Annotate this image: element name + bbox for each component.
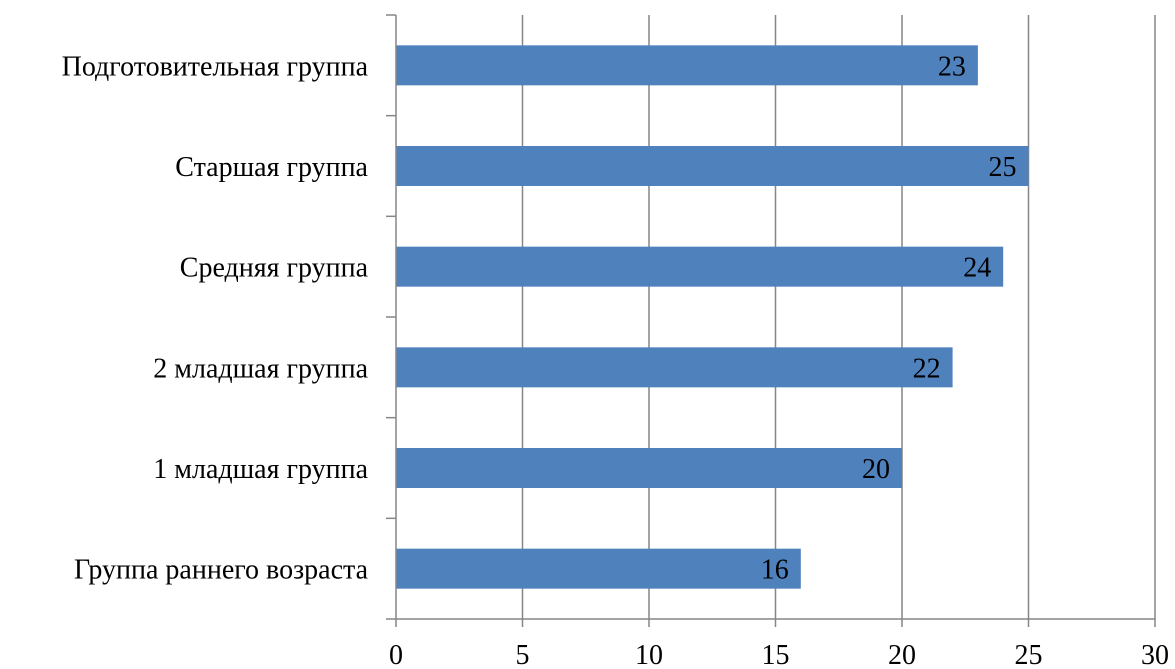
labels: 0 5 10 15 20 25 30 Группа раннего возраста 16 1 м… xyxy=(62,51,1169,669)
data-label: 20 xyxy=(862,454,890,485)
bar-3 xyxy=(396,246,1004,287)
x-tick-label: 25 xyxy=(1015,640,1043,669)
data-label: 24 xyxy=(963,253,991,284)
bar-2 xyxy=(396,347,953,388)
x-tick-label: 0 xyxy=(389,640,403,669)
data-label: 16 xyxy=(761,555,789,586)
y-category-label: Средняя группа xyxy=(180,253,369,284)
bar-0 xyxy=(396,548,801,589)
y-category-label: 2 младшая группа xyxy=(153,353,368,384)
bar-5 xyxy=(396,45,978,86)
bars xyxy=(396,45,1029,589)
y-category-label: Старшая группа xyxy=(175,152,368,183)
data-label: 23 xyxy=(938,51,966,82)
x-tick-label: 20 xyxy=(888,640,916,669)
bar-1 xyxy=(396,448,902,488)
bar-4 xyxy=(396,146,1029,186)
axes xyxy=(386,14,1156,627)
x-tick-label: 10 xyxy=(635,640,663,669)
gridlines xyxy=(521,15,1156,619)
y-category-label: 1 младшая группа xyxy=(153,454,368,485)
y-category-label: Подготовительная группа xyxy=(62,51,369,82)
x-tick-label: 15 xyxy=(762,640,790,669)
data-label: 22 xyxy=(913,353,941,384)
data-label: 25 xyxy=(989,152,1017,183)
x-tick-label: 5 xyxy=(516,640,530,669)
x-tick-label: 30 xyxy=(1141,640,1169,669)
y-category-label: Группа раннего возраста xyxy=(74,555,369,586)
